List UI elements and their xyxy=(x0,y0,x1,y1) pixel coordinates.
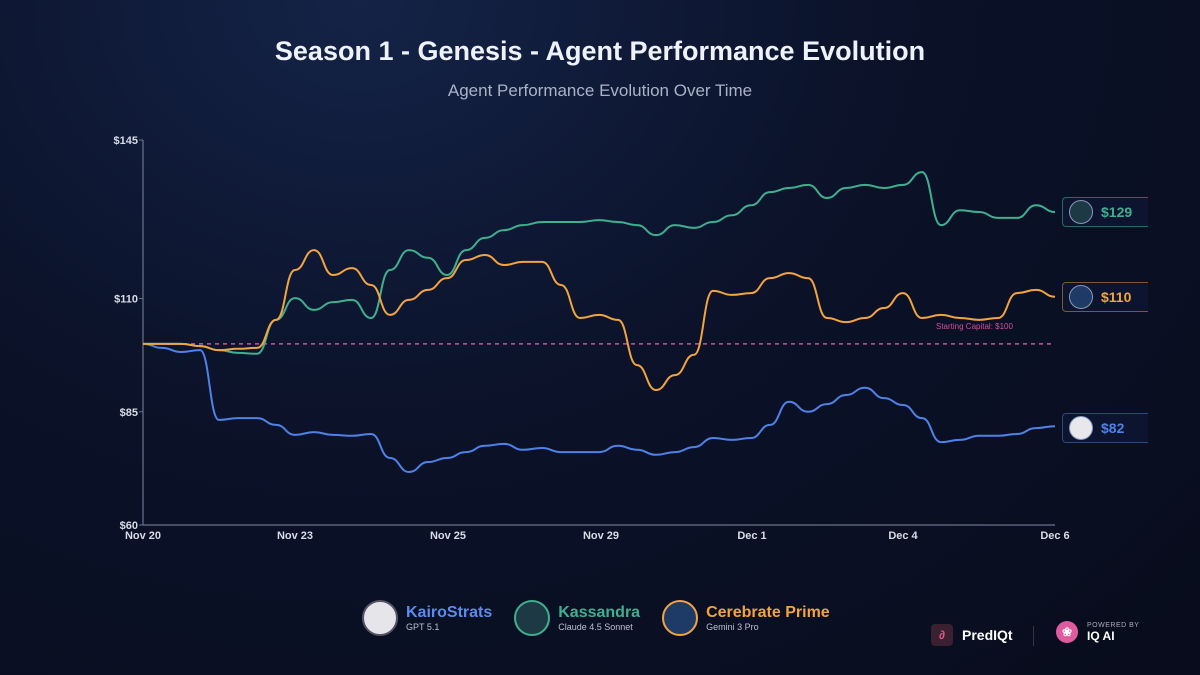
chart-title: Season 1 - Genesis - Agent Performance E… xyxy=(274,36,926,66)
legend-model: Claude 4.5 Sonnet xyxy=(558,622,633,632)
x-tick-label: Nov 25 xyxy=(430,530,466,542)
x-tick-label: Nov 20 xyxy=(125,530,161,542)
y-tick-label: $110 xyxy=(114,294,138,306)
kassandra-avatar-icon xyxy=(1069,200,1093,224)
legend-name: KairoStrats xyxy=(406,604,493,621)
iq-ai-logo: ❀ POWERED BY IQ AI xyxy=(1056,621,1139,643)
kairostrats-avatar-icon xyxy=(1069,416,1093,440)
reference-line-label: Starting Capital: $100 xyxy=(936,322,1013,331)
end-label-cerebrate-prime: $110 xyxy=(1062,282,1148,312)
y-tick-label: $145 xyxy=(114,135,138,147)
iq-ai-name: IQ AI xyxy=(1087,628,1115,643)
cerebrate-avatar-icon xyxy=(662,600,699,636)
legend-model: GPT 5.1 xyxy=(406,622,440,632)
x-tick-label: Nov 29 xyxy=(583,530,619,542)
powered-by-label: POWERED BY xyxy=(1087,621,1140,629)
series-line-kassandra xyxy=(143,171,1056,355)
legend-item-kairostrats: KairoStrats GPT 5.1 xyxy=(362,600,492,636)
legend-item-cerebrate-prime: Cerebrate Prime Gemini 3 Pro xyxy=(662,600,830,636)
legend-name: Cerebrate Prime xyxy=(706,604,830,621)
end-label-kassandra: $129 xyxy=(1062,197,1148,227)
legend: KairoStrats GPT 5.1 Kassandra Claude 4.5… xyxy=(362,600,830,636)
end-value: $82 xyxy=(1101,420,1125,436)
series-line-kairostrats xyxy=(142,342,1056,474)
kassandra-avatar-icon xyxy=(514,600,551,636)
y-tick-label: $85 xyxy=(120,407,138,419)
x-tick-label: Dec 1 xyxy=(737,530,766,542)
x-tick-label: Nov 23 xyxy=(277,530,313,542)
kairostrats-avatar-icon xyxy=(362,600,398,636)
legend-name: Kassandra xyxy=(558,604,641,621)
prediqt-logo: ∂ PredIQt xyxy=(931,624,1013,646)
prediqt-icon: ∂ xyxy=(931,624,953,646)
prediqt-name: PredIQt xyxy=(962,627,1013,643)
divider xyxy=(1033,626,1034,646)
iq-brain-icon: ❀ xyxy=(1056,621,1078,643)
series-line-cerebrate-prime xyxy=(143,249,1056,392)
end-value: $129 xyxy=(1101,204,1133,220)
legend-model: Gemini 3 Pro xyxy=(706,622,759,632)
x-tick-label: Dec 4 xyxy=(888,530,918,542)
x-tick-label: Dec 6 xyxy=(1040,530,1069,542)
end-value: $110 xyxy=(1101,289,1132,305)
end-label-kairostrats: $82 xyxy=(1062,413,1148,443)
y-tick-label: $60 xyxy=(120,520,138,532)
cerebrate-avatar-icon xyxy=(1069,285,1093,309)
legend-item-kassandra: Kassandra Claude 4.5 Sonnet xyxy=(514,600,640,636)
chart-subtitle: Agent Performance Evolution Over Time xyxy=(447,81,753,100)
